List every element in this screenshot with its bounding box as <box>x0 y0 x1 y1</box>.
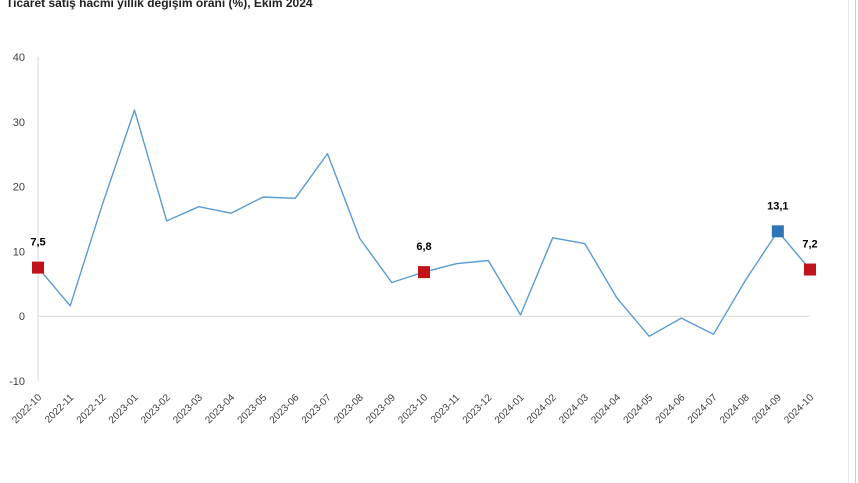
data-label: 7,5 <box>30 237 45 249</box>
highlight-marker <box>418 266 430 279</box>
panel-border <box>848 0 849 483</box>
y-tick-label: 0 <box>19 311 25 323</box>
x-tick-label: 2023-10 <box>396 392 430 426</box>
axes-group <box>37 57 810 381</box>
x-tick-label: 2023-11 <box>429 392 463 426</box>
x-tick-label: 2022-12 <box>75 392 109 426</box>
x-tick-label: 2024-09 <box>750 392 784 426</box>
x-tick-label: 2023-03 <box>171 392 205 426</box>
x-tick-label: 2024-01 <box>493 392 527 426</box>
x-tick-label: 2023-01 <box>107 392 141 426</box>
data-label: 7,2 <box>802 239 817 251</box>
data-label: 6,8 <box>416 241 431 253</box>
x-tick-label: 2023-06 <box>268 392 302 426</box>
y-tick-label: 20 <box>13 182 25 194</box>
highlight-marker <box>771 225 784 238</box>
x-tick-label: 2023-07 <box>300 392 334 426</box>
x-tick-label: 2022-10 <box>10 392 44 426</box>
y-tick-label: 30 <box>13 117 25 129</box>
panel-border-outer <box>855 0 856 483</box>
series-line <box>37 109 811 337</box>
x-tick-label: 2023-02 <box>139 392 173 426</box>
data-labels: 7,5 6,8 13,1 7,2 <box>30 200 817 253</box>
y-tick-labels: -10 0 10 20 30 40 <box>9 52 25 388</box>
y-tick-label: -10 <box>9 376 25 388</box>
x-tick-label: 2024-04 <box>589 392 623 426</box>
x-tick-label: 2024-06 <box>654 392 688 426</box>
y-tick-label: 40 <box>13 52 25 64</box>
highlight-marker <box>32 261 44 274</box>
series-group <box>37 109 811 337</box>
x-tick-label: 2024-08 <box>718 392 752 426</box>
highlight-marker <box>804 263 816 276</box>
x-tick-label: 2024-02 <box>525 392 559 426</box>
x-tick-label: 2024-10 <box>782 392 816 426</box>
x-tick-label: 2022-11 <box>43 392 77 426</box>
highlight-markers <box>32 225 816 279</box>
x-tick-label: 2023-12 <box>461 392 495 426</box>
y-tick-label: 10 <box>13 246 25 258</box>
x-tick-label: 2023-08 <box>332 392 366 426</box>
x-tick-label: 2023-05 <box>236 392 270 426</box>
x-tick-label: 2024-05 <box>622 392 656 426</box>
chart-title: Ticaret satış hacmi yıllık değişim oranı… <box>6 0 313 10</box>
x-tick-label: 2024-07 <box>686 392 720 426</box>
x-tick-label: 2023-04 <box>203 392 237 426</box>
data-label: 13,1 <box>767 200 788 212</box>
x-tick-labels: 2022-102022-112022-122023-012023-022023-… <box>10 392 816 426</box>
x-tick-label: 2024-03 <box>557 392 591 426</box>
x-tick-label: 2023-09 <box>364 392 398 426</box>
